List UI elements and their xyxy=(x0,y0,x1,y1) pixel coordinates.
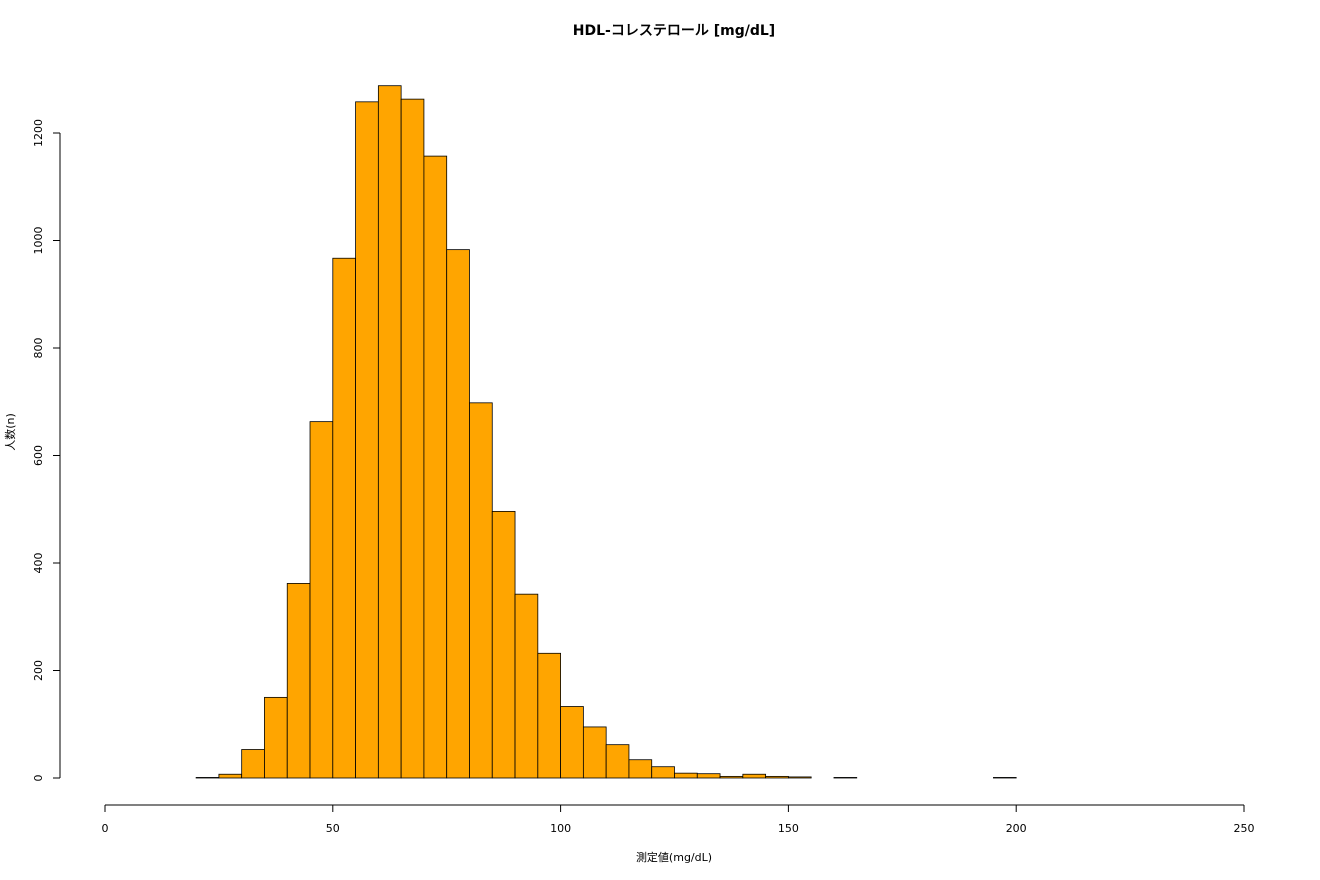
y-tick-label: 1000 xyxy=(32,227,45,255)
histogram-bar xyxy=(309,421,334,779)
x-tick-label: 50 xyxy=(326,822,340,835)
histogram-bar xyxy=(514,593,539,779)
histogram-bar xyxy=(993,777,1017,779)
histogram-bar xyxy=(651,766,675,779)
histogram-bar xyxy=(423,155,448,779)
histogram-bar xyxy=(400,98,425,779)
histogram-bar xyxy=(491,510,516,779)
histogram-bar xyxy=(582,726,607,779)
histogram-bar xyxy=(446,249,470,779)
y-tick-label: 200 xyxy=(32,660,45,681)
y-tick-label: 800 xyxy=(32,338,45,359)
histogram-bar xyxy=(674,772,698,779)
y-tick-label: 0 xyxy=(32,775,45,782)
histogram-bar xyxy=(628,759,653,779)
histogram-bar xyxy=(560,706,584,779)
x-tick-label: 100 xyxy=(550,822,571,835)
y-tick-label: 600 xyxy=(32,445,45,466)
x-tick-label: 200 xyxy=(1006,822,1027,835)
histogram-bar xyxy=(241,749,265,779)
histogram-bar xyxy=(833,777,858,779)
histogram-bar xyxy=(355,101,379,779)
histogram-bar xyxy=(765,775,789,779)
x-tick-label: 0 xyxy=(102,822,109,835)
x-tick-label: 250 xyxy=(1234,822,1255,835)
y-tick-label: 400 xyxy=(32,553,45,574)
histogram-bar xyxy=(218,773,243,779)
histogram-bar xyxy=(605,744,630,779)
histogram-bar xyxy=(286,583,311,779)
histogram-bar xyxy=(696,773,721,779)
x-tick-label: 150 xyxy=(778,822,799,835)
bars-group xyxy=(195,85,1017,779)
histogram-bar xyxy=(719,775,744,779)
histogram-bar xyxy=(377,85,402,779)
chart-title: HDL-コレステロール [mg/dL] xyxy=(573,23,775,39)
histogram-bar xyxy=(264,696,288,779)
histogram-bar xyxy=(332,257,356,779)
histogram-bar xyxy=(742,773,767,779)
y-axis: 0 200 400 600 800 1000 1200 xyxy=(32,119,61,782)
histogram-bar xyxy=(788,776,812,779)
y-tick-label: 1200 xyxy=(32,119,45,147)
histogram-bar xyxy=(469,402,493,779)
histogram-bar xyxy=(537,652,562,779)
y-axis-label: 人数(n) xyxy=(4,413,17,451)
histogram-bar xyxy=(195,777,220,779)
x-axis-label: 測定値(mg/dL) xyxy=(636,850,712,864)
x-axis: 0 50 100 150 200 250 xyxy=(102,804,1255,835)
